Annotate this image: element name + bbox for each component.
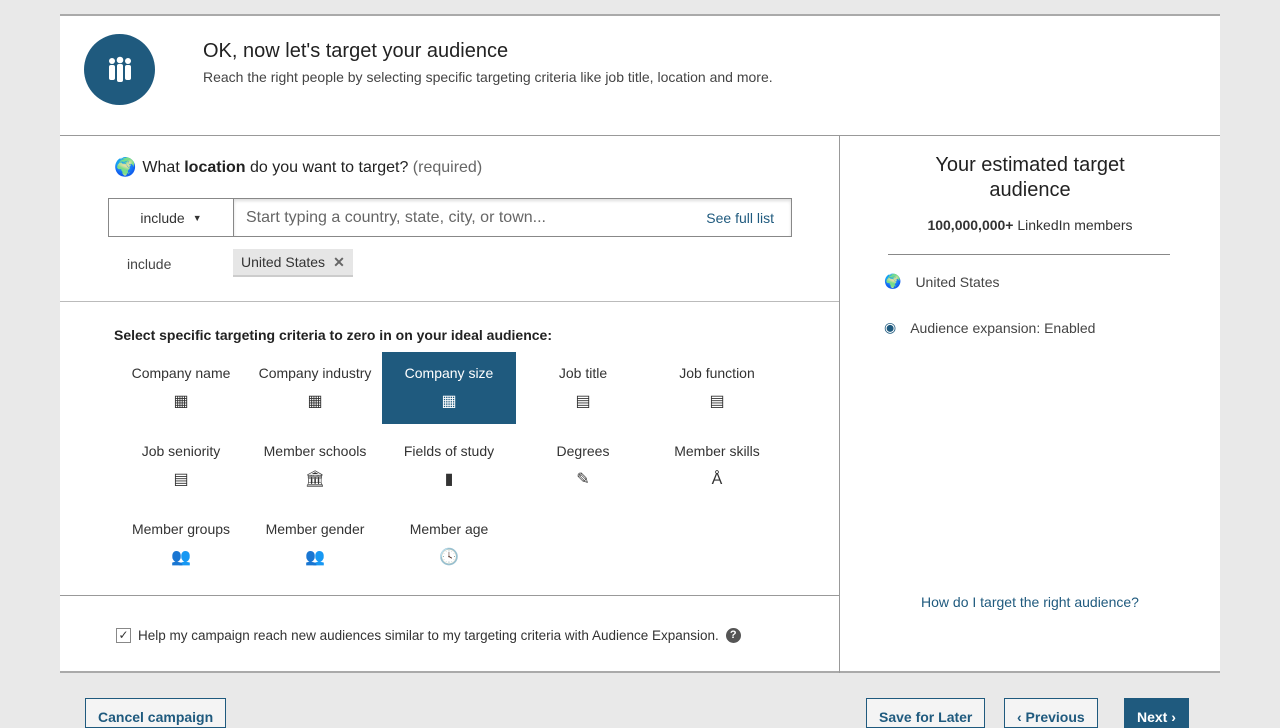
- location-question: 🌍 What location do you want to target? (…: [114, 157, 483, 177]
- page-subtitle: Reach the right people by selecting spec…: [203, 69, 773, 85]
- include-dropdown[interactable]: include ▼: [109, 199, 234, 236]
- campaign-card: OK, now let's target your audience Reach…: [60, 14, 1220, 673]
- criteria-label: Fields of study: [403, 443, 495, 459]
- expansion-label: Help my campaign reach new audiences sim…: [138, 628, 719, 643]
- criteria-label: Member gender: [265, 521, 365, 537]
- page-header: OK, now let's target your audience Reach…: [60, 16, 1220, 136]
- criteria-label: Job function: [679, 365, 755, 381]
- divider: [888, 254, 1170, 255]
- criteria-member-skills[interactable]: Member skills Å: [650, 430, 784, 502]
- criteria-label: Company size: [404, 365, 494, 381]
- criteria-label: Job title: [558, 365, 608, 381]
- criteria-member-gender[interactable]: Member gender 👥: [248, 508, 382, 580]
- cancel-campaign-button[interactable]: Cancel campaign: [85, 698, 227, 728]
- criteria-job-function[interactable]: Job function ▤: [650, 352, 784, 424]
- criteria-fields-of-study[interactable]: Fields of study ▮: [382, 430, 516, 502]
- globe-icon: 🌍: [114, 157, 137, 177]
- criteria-member-groups[interactable]: Member groups 👥: [114, 508, 248, 580]
- criteria-section: Select specific targeting criteria to ze…: [60, 302, 839, 596]
- clock-icon: 🕓: [439, 549, 459, 566]
- criteria-heading: Select specific targeting criteria to ze…: [114, 327, 553, 343]
- criteria-label: Company name: [131, 365, 231, 381]
- criteria-member-schools[interactable]: Member schools 🏛: [248, 430, 382, 502]
- criteria-label: Member skills: [674, 443, 760, 459]
- compass-icon: Å: [711, 471, 723, 488]
- group-icon: 👥: [171, 549, 191, 566]
- location-tag: United States ✕: [233, 249, 353, 277]
- previous-button[interactable]: ‹ Previous: [1004, 698, 1098, 728]
- criteria-job-seniority[interactable]: Job seniority ▤: [114, 430, 248, 502]
- criteria-degrees[interactable]: Degrees ✎: [516, 430, 650, 502]
- people-icon: 👥: [305, 549, 325, 566]
- document-icon: ▤: [575, 393, 591, 410]
- location-input-group: include ▼ Start typing a country, state, …: [108, 198, 792, 237]
- caret-down-icon: ▼: [192, 212, 202, 223]
- book-icon: ▮: [444, 471, 454, 488]
- audience-expansion-option: ✓ Help my campaign reach new audiences s…: [116, 628, 741, 643]
- audience-summary: Your estimated target audience 100,000,0…: [840, 136, 1220, 673]
- criteria-company-industry[interactable]: Company industry ▦: [248, 352, 382, 424]
- criteria-label: Member age: [409, 521, 489, 537]
- summary-title: Your estimated target audience: [935, 154, 1125, 201]
- criteria-company-size[interactable]: Company size ▦: [382, 352, 516, 424]
- expansion-checkbox[interactable]: ✓: [116, 628, 131, 643]
- summary-expansion: ◉ Audience expansion: Enabled: [884, 319, 1096, 336]
- location-search-input[interactable]: Start typing a country, state, city, or …: [234, 199, 791, 236]
- targeting-panel: 🌍 What location do you want to target? (…: [60, 136, 840, 673]
- diploma-icon: ✎: [576, 471, 590, 488]
- building-icon: ▦: [441, 393, 457, 410]
- criteria-label: Degrees: [556, 443, 610, 459]
- criteria-member-age[interactable]: Member age 🕓: [382, 508, 516, 580]
- document-icon: ▤: [173, 471, 189, 488]
- help-link[interactable]: How do I target the right audience?: [921, 594, 1139, 610]
- building-icon: ▦: [173, 393, 189, 410]
- criteria-label: Company industry: [258, 365, 372, 381]
- location-section: 🌍 What location do you want to target? (…: [60, 136, 839, 302]
- save-for-later-button[interactable]: Save for Later: [866, 698, 986, 728]
- criteria-company-name[interactable]: Company name ▦: [114, 352, 248, 424]
- criteria-label: Member schools: [263, 443, 367, 459]
- audience-count: 100,000,000+ LinkedIn members: [927, 217, 1133, 233]
- building-icon: ▦: [307, 393, 323, 410]
- document-icon: ▤: [709, 393, 725, 410]
- criteria-label: Member groups: [131, 521, 231, 537]
- help-icon[interactable]: ?: [725, 628, 741, 643]
- criteria-job-title[interactable]: Job title ▤: [516, 352, 650, 424]
- see-full-list-link[interactable]: See full list: [706, 209, 774, 226]
- criteria-label: Job seniority: [141, 443, 221, 459]
- page-title: OK, now let's target your audience: [203, 40, 509, 62]
- globe-icon: 🌍: [884, 273, 902, 289]
- audience-icon: [84, 34, 155, 105]
- next-button[interactable]: Next ›: [1124, 698, 1189, 728]
- include-label: include: [127, 256, 172, 272]
- school-icon: 🏛: [304, 471, 326, 488]
- summary-location: 🌍 United States: [884, 273, 1000, 290]
- criteria-grid: Company name ▦ Company industry ▦ Company si…: [114, 352, 784, 586]
- remove-icon[interactable]: ✕: [333, 253, 345, 270]
- expansion-icon: ◉: [884, 319, 897, 335]
